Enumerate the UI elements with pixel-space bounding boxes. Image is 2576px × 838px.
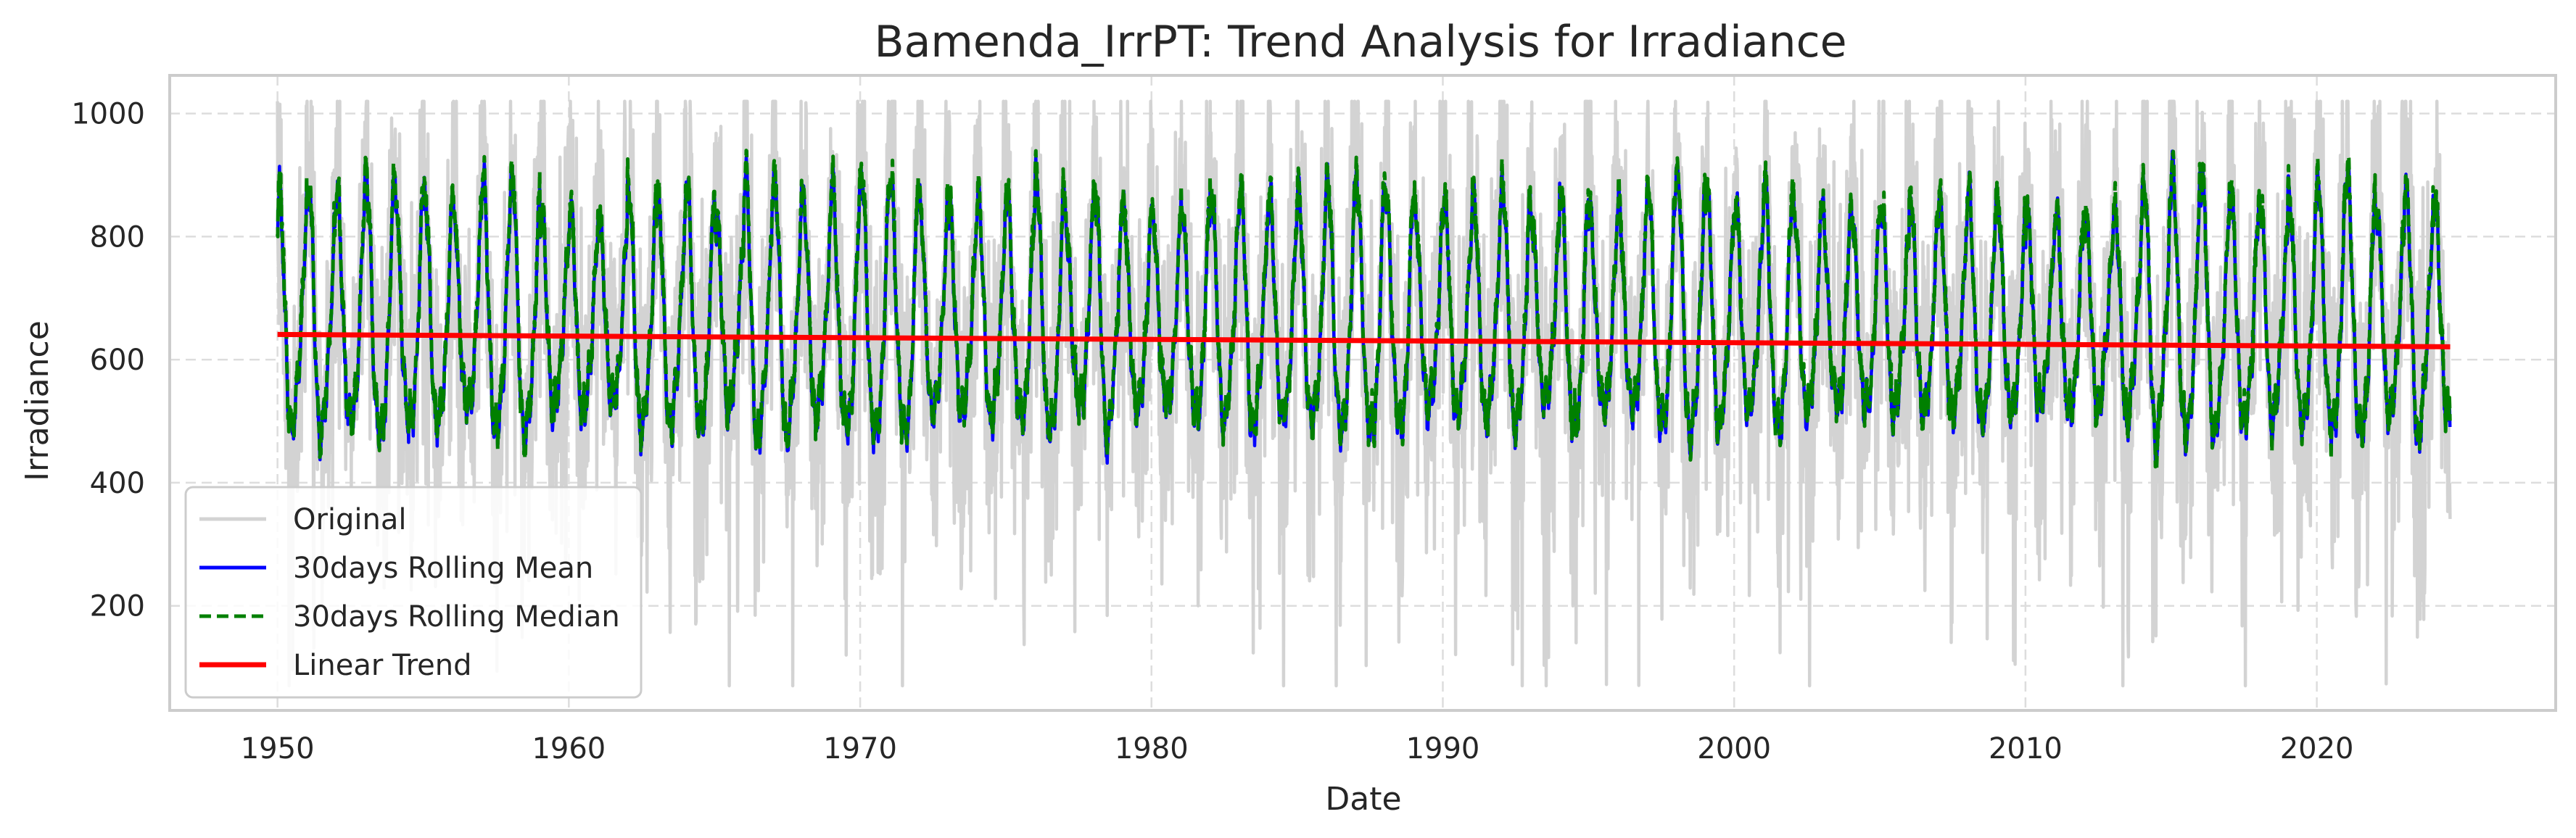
legend-label: 30days Rolling Mean — [293, 552, 593, 585]
y-tick-label: 1000 — [71, 98, 145, 131]
linear-trend-series — [277, 331, 2451, 349]
legend-box — [184, 486, 643, 699]
y-tick-label: 800 — [90, 220, 145, 254]
legend-label: Original — [293, 503, 407, 536]
y-axis-label: Irradiance — [19, 320, 56, 481]
chart-title: Bamenda_IrrPT: Trend Analysis for Irradi… — [874, 17, 1846, 67]
rolling-median-series — [276, 149, 2452, 470]
y-tick-label: 400 — [90, 467, 145, 500]
legend: Original 30days Rolling Mean 30days Rollin… — [184, 486, 643, 699]
x-tick-label: 1950 — [241, 732, 315, 766]
linear-trend-line — [277, 331, 2451, 349]
x-tick-label: 2020 — [2280, 732, 2354, 766]
plot-area-frame — [168, 74, 2557, 712]
y-tick-label: 200 — [90, 590, 145, 623]
x-axis-ticks: 1950 1960 1970 1980 1990 2000 2010 2020 — [241, 732, 2354, 766]
y-axis-ticks: 200 400 600 800 1000 — [71, 98, 145, 623]
y-tick-label: 600 — [90, 344, 145, 377]
x-tick-label: 1980 — [1115, 732, 1189, 766]
x-tick-label: 2000 — [1697, 732, 1771, 766]
rolling-median-line — [276, 149, 2452, 470]
legend-label: 30days Rolling Median — [293, 600, 620, 634]
legend-label: Linear Trend — [293, 649, 472, 682]
x-tick-label: 2010 — [1989, 732, 2063, 766]
x-tick-label: 1960 — [532, 732, 606, 766]
x-tick-label: 1970 — [823, 732, 897, 766]
x-tick-label: 1990 — [1406, 732, 1480, 766]
x-axis-label: Date — [1325, 781, 1401, 818]
